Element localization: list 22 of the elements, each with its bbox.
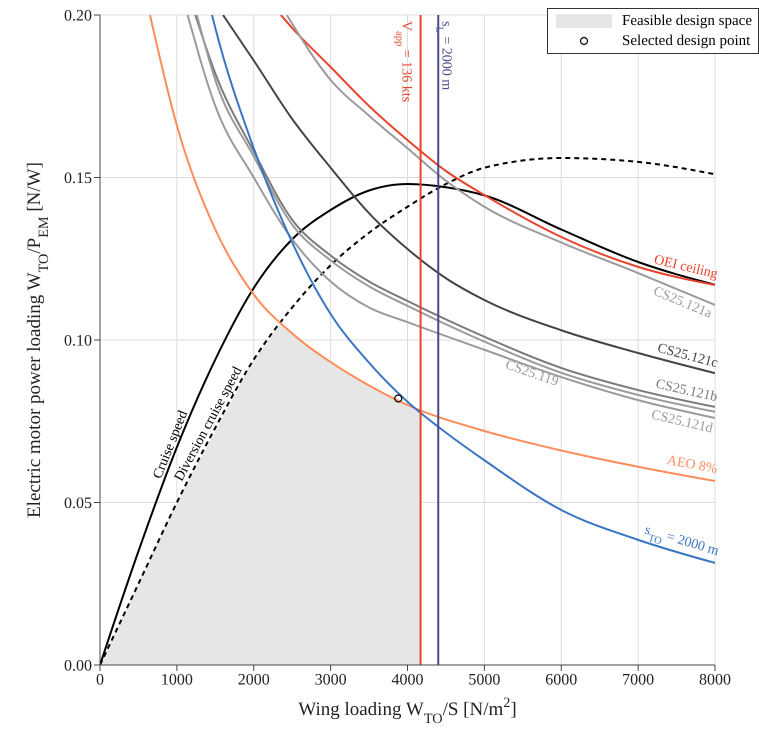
y-tick-label: 0.15 <box>64 170 92 188</box>
y-tick-label: 0.00 <box>64 658 92 675</box>
y-tick-label: 0.05 <box>64 495 92 512</box>
x-tick-label: 2000 <box>238 671 270 688</box>
y-tick-label: 0.20 <box>64 8 92 25</box>
legend-label: Selected design point <box>622 32 750 50</box>
x-tick-label: 7000 <box>622 671 654 688</box>
x-tick-label: 3000 <box>314 671 347 688</box>
x-tick-label: 0 <box>96 671 104 688</box>
text: OEI ceiling <box>652 252 720 282</box>
text: AEO 8% <box>666 453 719 478</box>
x-tick-label: 5000 <box>468 671 500 688</box>
x-axis-title: Wing loading W$_{TO}$/S [N/m$^{2}$] <box>298 695 517 727</box>
text: CS25.121d <box>650 408 714 437</box>
x-tick-label: 6000 <box>545 671 578 688</box>
text: CS25.121b <box>654 376 719 405</box>
x-tick-label: 4000 <box>392 671 424 688</box>
x-tick-label: 1000 <box>160 671 193 688</box>
y-tick-label: 0.10 <box>64 332 92 350</box>
x-tick-label: 8000 <box>699 671 731 688</box>
text: CS25.121c <box>656 341 720 372</box>
legend-label: Feasible design space <box>622 12 752 30</box>
